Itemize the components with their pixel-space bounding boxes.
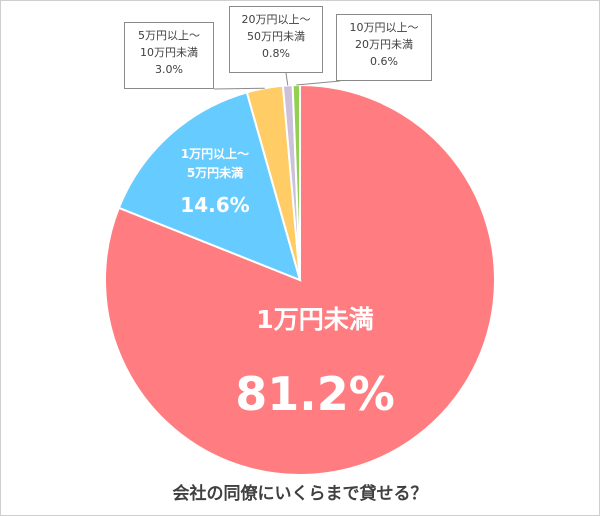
slice-value-1man-miman: 81.2% [200,367,430,421]
callout-line2: 10万円未満 [140,46,198,59]
leader-line-2 [213,87,265,90]
callout-10man-20man: 10万円以上～ 20万円未満 0.6% [336,14,432,81]
slice-name: 1万円未満 [256,305,374,334]
callout-value: 0.6% [370,55,398,68]
callout-value: 0.8% [262,47,290,60]
callout-line1: 10万円以上～ [349,21,419,34]
chart-title: 会社の同僚にいくらまで貸せる？ [172,484,428,504]
slice-value: 14.6% [180,193,250,217]
callout-line2: 50万円未満 [247,30,305,43]
slice-label-1man-5man: 1万円以上～ 5万円未満 14.6% [150,145,280,217]
callout-line1: 20万円以上～ [241,13,311,26]
slice-value: 81.2% [235,367,395,421]
leader-line-3 [285,72,289,86]
callout-20man-50man: 20万円以上～ 50万円未満 0.8% [229,6,323,73]
callout-line1: 5万円以上～ [138,29,200,42]
pie-slice-1 [117,91,302,282]
slice-label-1man-miman: 1万円未満 [200,300,430,336]
callout-5man-10man: 5万円以上～ 10万円未満 3.0% [124,22,214,89]
callout-line2: 20万円未満 [355,38,413,51]
callout-value: 3.0% [155,63,183,76]
slice-name-line1: 1万円以上～ [180,147,250,161]
leader-line-4 [296,80,341,86]
slice-name-line2: 5万円未満 [186,166,244,180]
